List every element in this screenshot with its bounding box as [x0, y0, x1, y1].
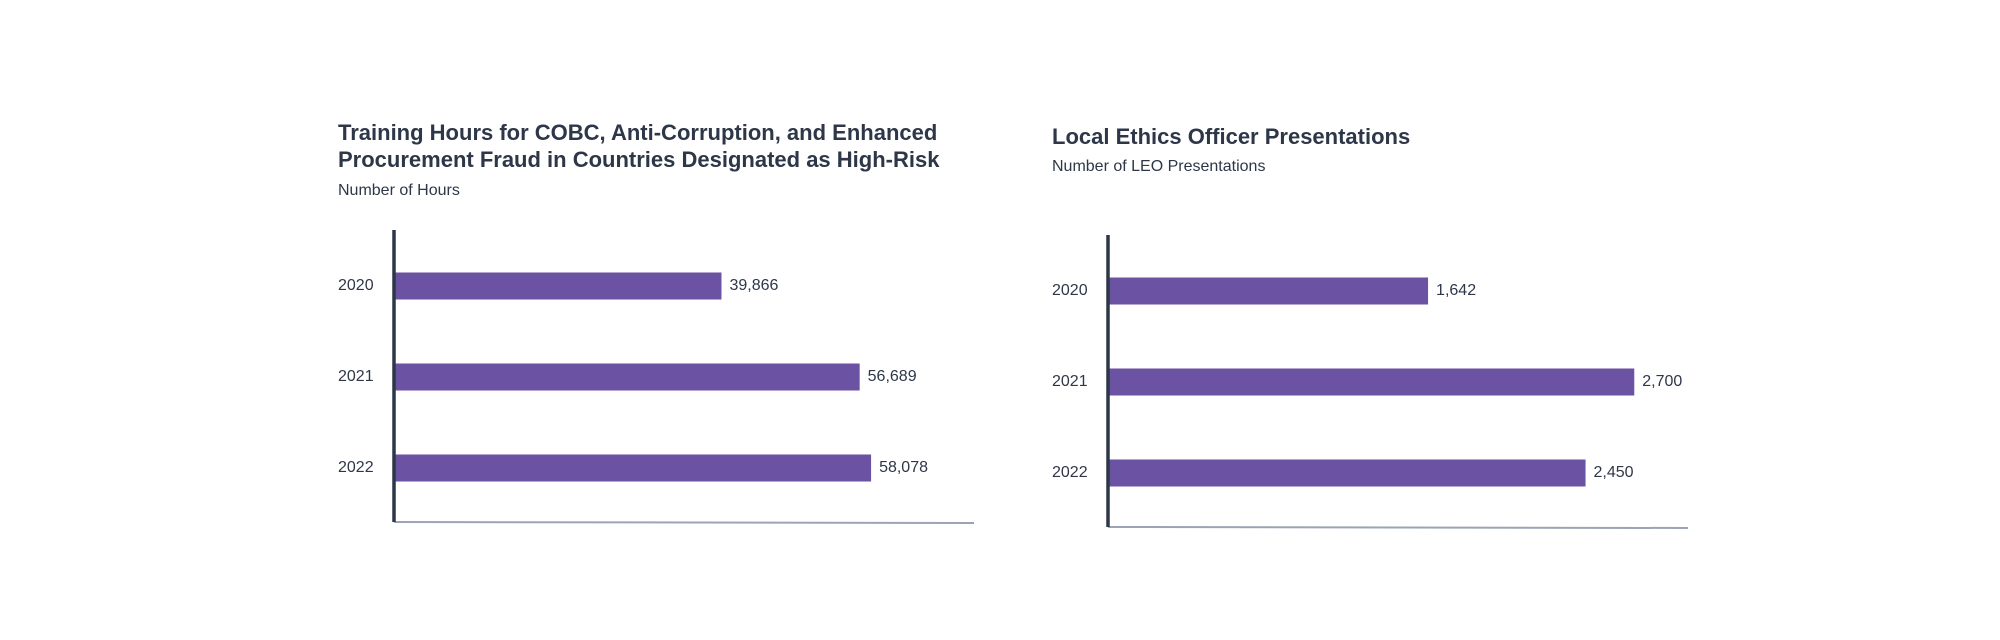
bar-chart-plot: 2020 39,866 2021 56,689 2022 58,078 — [338, 230, 975, 524]
bar-2021 — [1108, 368, 1635, 396]
y-tick-label: 2020 — [1052, 282, 1088, 299]
bar-value-label: 58,078 — [879, 459, 928, 476]
bar-2020 — [394, 272, 722, 300]
chart-training-hours: Training Hours for COBC, Anti-Corruption… — [338, 0, 988, 640]
bar-2021 — [394, 363, 860, 391]
bar-value-label: 39,866 — [729, 277, 778, 294]
chart-subtitle: Number of Hours — [338, 182, 460, 199]
bar-2022 — [1108, 459, 1586, 487]
bar-value-label: 56,689 — [868, 368, 917, 385]
y-tick-label: 2020 — [338, 277, 374, 294]
x-axis-baseline — [393, 521, 975, 524]
y-tick-label: 2021 — [338, 368, 374, 385]
y-tick-label: 2022 — [1052, 464, 1088, 481]
chart-title: Training Hours for COBC, Anti-Corruption… — [338, 120, 940, 172]
y-tick-label: 2021 — [1052, 373, 1088, 390]
bar-2020 — [1108, 277, 1429, 305]
chart-subtitle: Number of LEO Presentations — [1052, 158, 1266, 175]
bar-value-label: 2,450 — [1594, 464, 1634, 481]
chart-title: Local Ethics Officer Presentations — [1052, 124, 1411, 149]
y-tick-label: 2022 — [338, 459, 374, 476]
bar-value-label: 1,642 — [1436, 282, 1476, 299]
x-axis-baseline — [1107, 526, 1689, 529]
bar-chart-plot: 2020 1,642 2021 2,700 2022 2,450 — [1052, 235, 1689, 529]
chart-leo-presentations: Local Ethics Officer Presentations Numbe… — [1052, 0, 1702, 640]
bar-2022 — [394, 454, 872, 482]
bar-value-label: 2,700 — [1642, 373, 1682, 390]
